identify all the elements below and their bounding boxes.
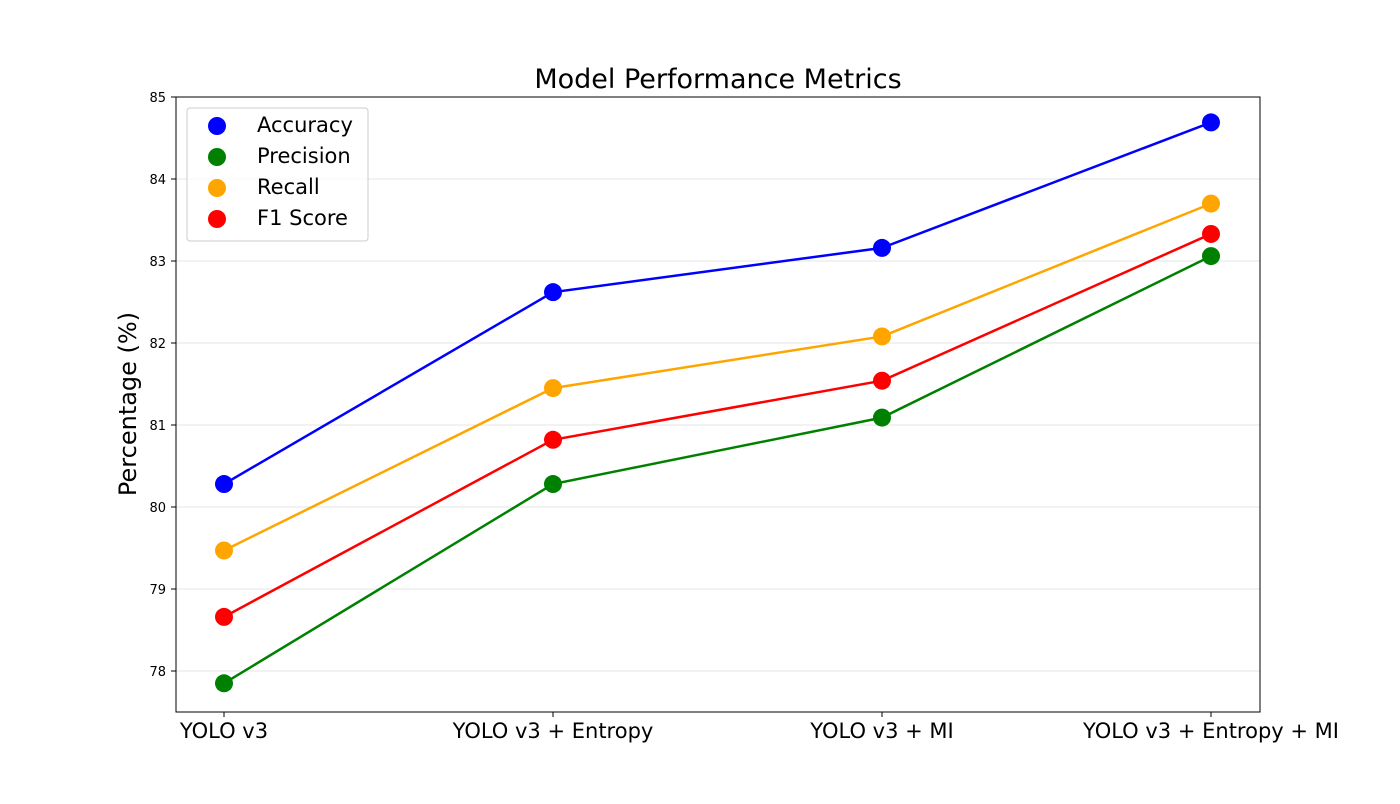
x-tick-label: YOLO v3 + MI	[809, 719, 953, 743]
data-point	[544, 475, 562, 494]
plot-frame	[175, 96, 1261, 713]
data-point	[873, 408, 891, 427]
legend-marker	[208, 148, 226, 166]
y-tick-label: 79	[149, 583, 166, 598]
legend-box	[186, 107, 369, 242]
legend-label: F1 Score	[257, 206, 348, 230]
y-tick-label: 84	[149, 173, 166, 188]
legend-label: Precision	[257, 144, 351, 168]
series-f1-score	[215, 224, 1220, 626]
legend-marker	[208, 179, 226, 197]
data-point	[873, 371, 891, 390]
axis-ticks: 78 79 80 81 82 83 84 85 YOLO v3 YOLO v3 + Entropy…	[149, 91, 1339, 743]
series-line	[223, 121, 1212, 486]
y-tick-label: 78	[149, 665, 166, 680]
legend-label: Recall	[257, 175, 320, 199]
data-point	[215, 674, 233, 693]
series-line	[223, 254, 1212, 685]
data-point	[1202, 224, 1220, 243]
series-line	[223, 202, 1212, 552]
data-point	[1202, 194, 1220, 213]
x-tick-label: YOLO v3 + Entropy	[452, 719, 654, 743]
y-tick-label: 85	[149, 91, 166, 106]
y-tick-label: 80	[149, 501, 166, 516]
data-point	[544, 283, 562, 302]
legend-label: Accuracy	[257, 113, 353, 137]
legend-marker	[208, 210, 226, 228]
series-accuracy	[215, 113, 1220, 494]
x-tick-label: YOLO v3	[179, 719, 268, 743]
x-tick-label: YOLO v3 + Entropy + MI	[1082, 719, 1339, 743]
series-layer	[215, 113, 1220, 693]
data-point	[873, 238, 891, 257]
data-point	[544, 379, 562, 398]
legend: Accuracy Precision Recall F1 Score	[186, 107, 369, 242]
series-recall	[215, 194, 1220, 560]
data-point	[215, 541, 233, 560]
data-point	[215, 475, 233, 494]
data-point	[215, 607, 233, 626]
data-point	[1202, 113, 1220, 132]
series-line	[223, 232, 1212, 618]
data-point	[1202, 247, 1220, 266]
series-precision	[215, 247, 1220, 693]
chart-title: Model Performance Metrics	[534, 64, 901, 95]
y-axis-label: Percentage (%)	[114, 312, 142, 496]
data-point	[544, 430, 562, 449]
y-tick-label: 82	[149, 337, 166, 352]
y-tick-label: 83	[149, 255, 166, 270]
legend-marker	[208, 117, 226, 135]
y-tick-label: 81	[149, 419, 166, 434]
data-point	[873, 327, 891, 346]
